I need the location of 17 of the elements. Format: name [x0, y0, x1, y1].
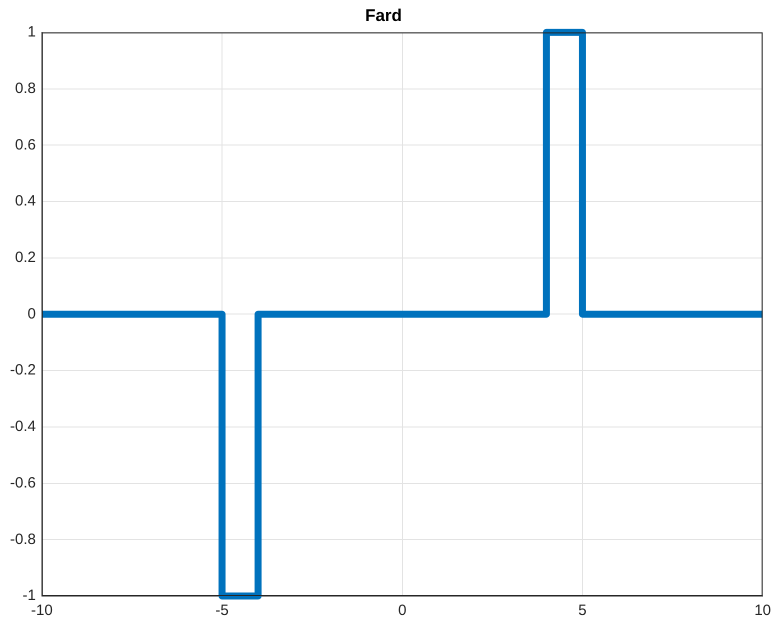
y-tick-label: 1 — [28, 24, 36, 41]
x-tick-label: -5 — [215, 602, 229, 620]
x-tick-label: 0 — [398, 602, 406, 620]
y-tick-label: 0.4 — [14, 192, 36, 210]
y-tick-label: 0.8 — [14, 80, 36, 97]
y-tick-label: -0.8 — [10, 530, 36, 548]
y-tick-label: 0.2 — [14, 248, 36, 266]
y-tick-label: -0.2 — [10, 362, 36, 379]
y-tick-label: -1 — [22, 587, 36, 604]
x-tick-label: 10 — [754, 602, 771, 620]
y-tick-label: -0.6 — [10, 474, 36, 492]
x-tick-label: 5 — [578, 602, 587, 620]
y-tick-label: 0.6 — [14, 136, 36, 154]
chart-title: Fard — [365, 6, 402, 25]
y-tick-label: -0.4 — [10, 418, 36, 436]
y-tick-label: 0 — [28, 305, 36, 322]
x-tick-label: -10 — [31, 602, 53, 620]
